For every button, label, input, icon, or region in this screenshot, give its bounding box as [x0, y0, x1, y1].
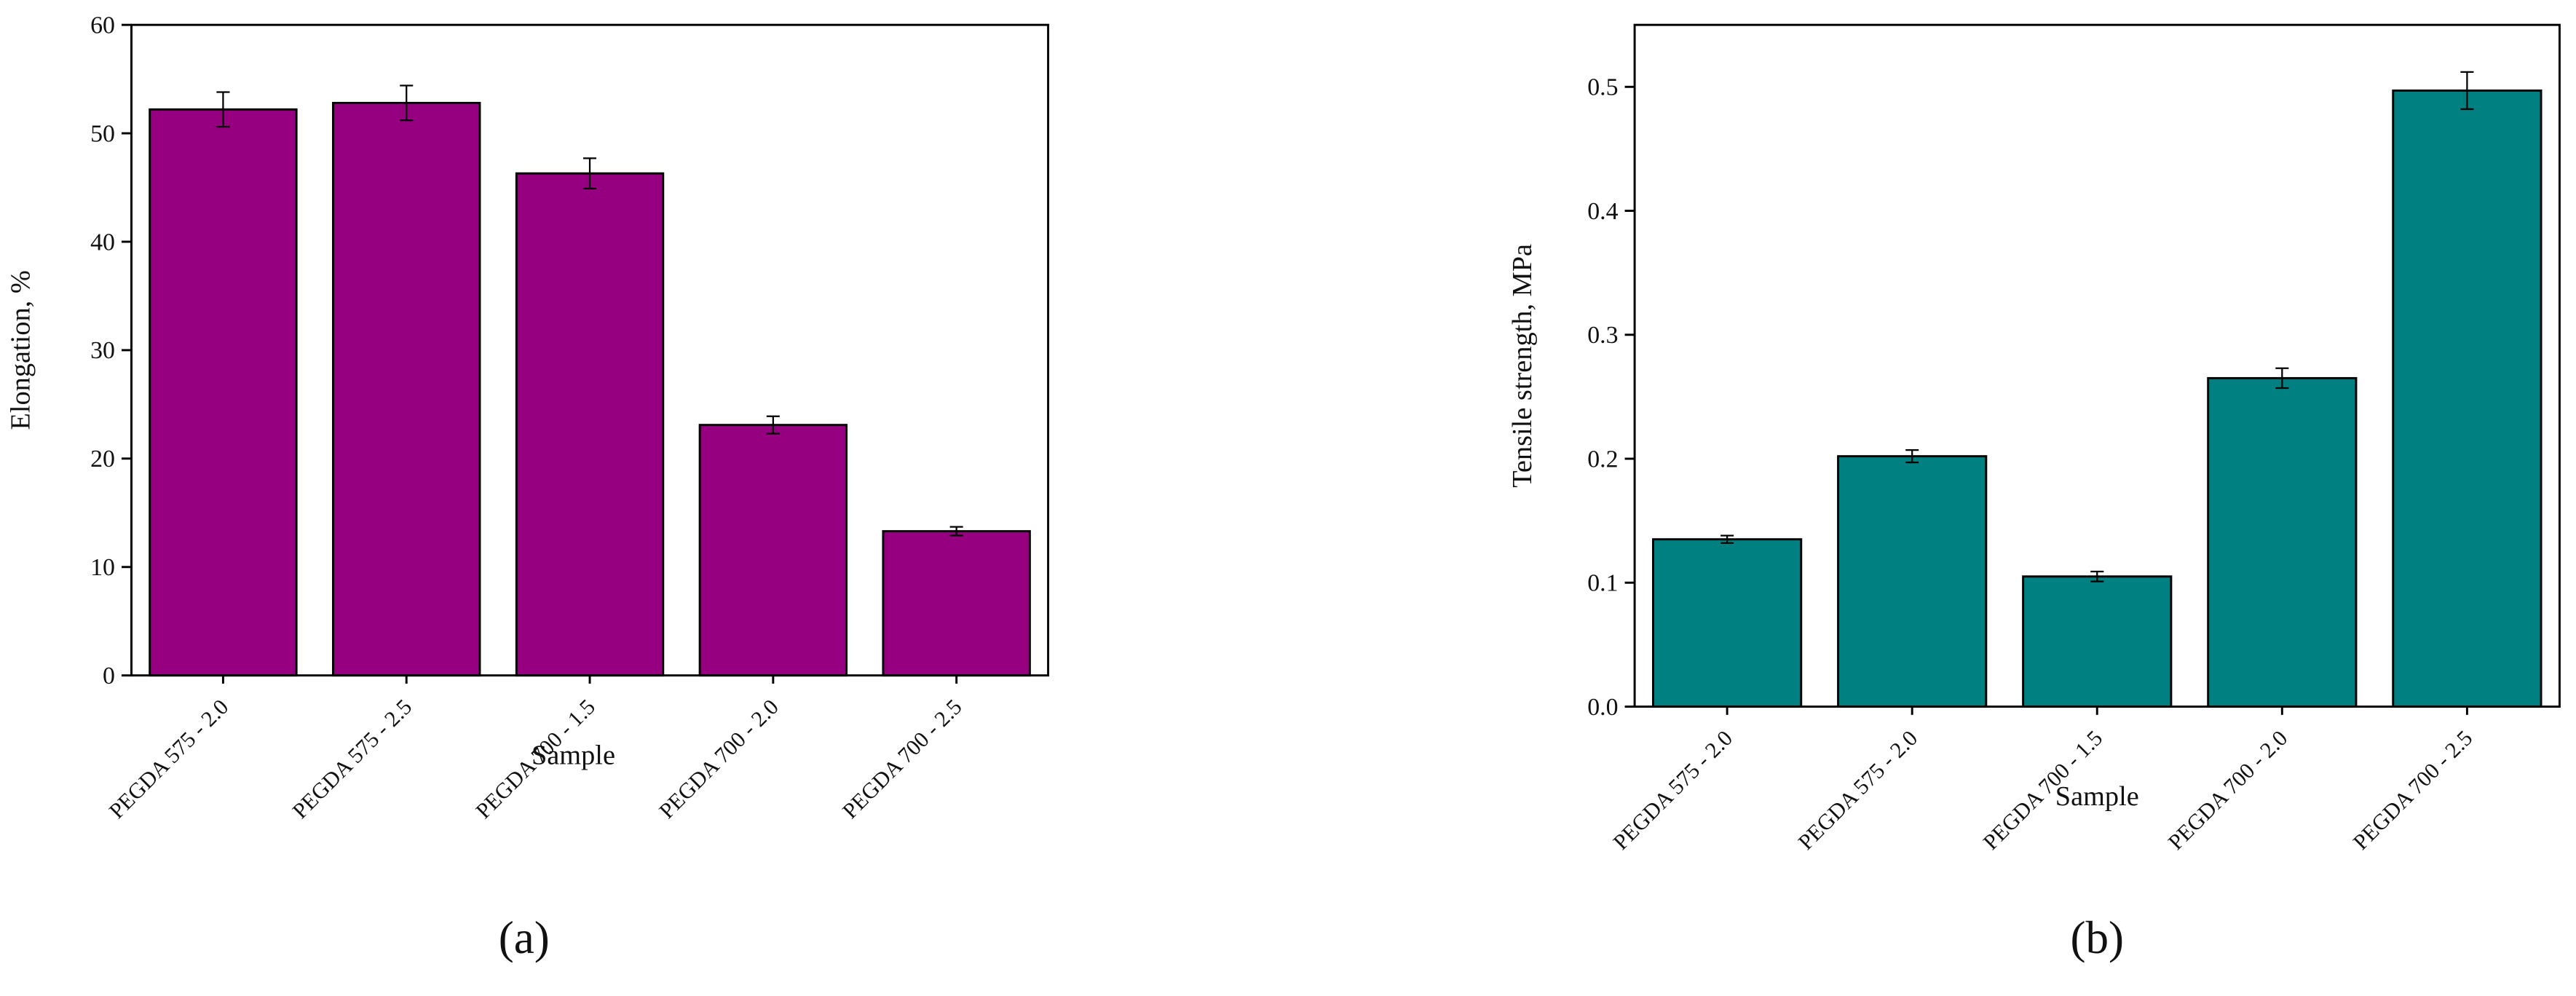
- axis-frame: [1633, 23, 2561, 708]
- y-tick-label: 0.2: [1587, 446, 1618, 473]
- error-bar: [949, 526, 963, 537]
- x-axis-title: Sample: [532, 740, 615, 771]
- y-tick-label: 20: [90, 446, 115, 473]
- y-tick-label: 0.4: [1587, 198, 1618, 225]
- y-tick-label: 50: [90, 120, 115, 147]
- bar: [882, 530, 1031, 677]
- panel-label: (a): [499, 912, 550, 963]
- bar: [698, 424, 848, 677]
- error-bar: [2275, 367, 2289, 390]
- y-axis-title: Tensile strength, MPa: [1507, 244, 1538, 488]
- error-bar: [1720, 534, 1734, 544]
- y-tick-label: 0.3: [1587, 322, 1618, 349]
- y-tick-label: 60: [90, 12, 115, 39]
- y-tick-label: 0.1: [1587, 570, 1618, 597]
- error-bar: [766, 415, 780, 435]
- bar: [2207, 376, 2358, 708]
- error-bar: [400, 84, 414, 122]
- error-bar: [583, 157, 597, 190]
- x-tick-label: PEGDA 700 - 2.5: [837, 695, 966, 823]
- x-tick-label: PEGDA 700 - 2.0: [655, 695, 783, 823]
- bar: [332, 101, 481, 677]
- x-tick-label: PEGDA 700 - 2.0: [2163, 726, 2292, 855]
- x-tick-label: PEGDA 575 - 2.5: [288, 695, 416, 823]
- bar: [515, 172, 665, 677]
- y-tick-label: 0: [103, 663, 115, 689]
- bar: [1652, 538, 1803, 708]
- error-bar: [1905, 449, 1919, 464]
- y-tick-label: 30: [90, 337, 115, 364]
- y-tick-label: 10: [90, 554, 115, 581]
- y-tick-label: 0.0: [1587, 694, 1618, 721]
- x-tick-label: PEGDA 575 - 2.0: [1793, 726, 1922, 855]
- error-bar: [216, 91, 230, 128]
- bar: [2392, 89, 2543, 708]
- y-tick-label: 0.5: [1587, 74, 1618, 101]
- error-bar: [2090, 570, 2104, 582]
- axis-frame: [130, 23, 1050, 677]
- x-tick-label: PEGDA 575 - 2.0: [1608, 726, 1737, 855]
- bar: [1837, 455, 1988, 708]
- y-axis-title: Elongation, %: [6, 270, 36, 430]
- x-axis-title: Sample: [2055, 781, 2139, 812]
- bar: [149, 108, 298, 677]
- x-tick-label: PEGDA 700 - 2.5: [2348, 726, 2477, 855]
- panel-label: (b): [2070, 912, 2124, 963]
- bar: [2022, 575, 2173, 708]
- x-tick-label: PEGDA 575 - 2.0: [104, 695, 233, 823]
- error-bar: [2460, 71, 2474, 111]
- y-tick-label: 40: [90, 229, 115, 256]
